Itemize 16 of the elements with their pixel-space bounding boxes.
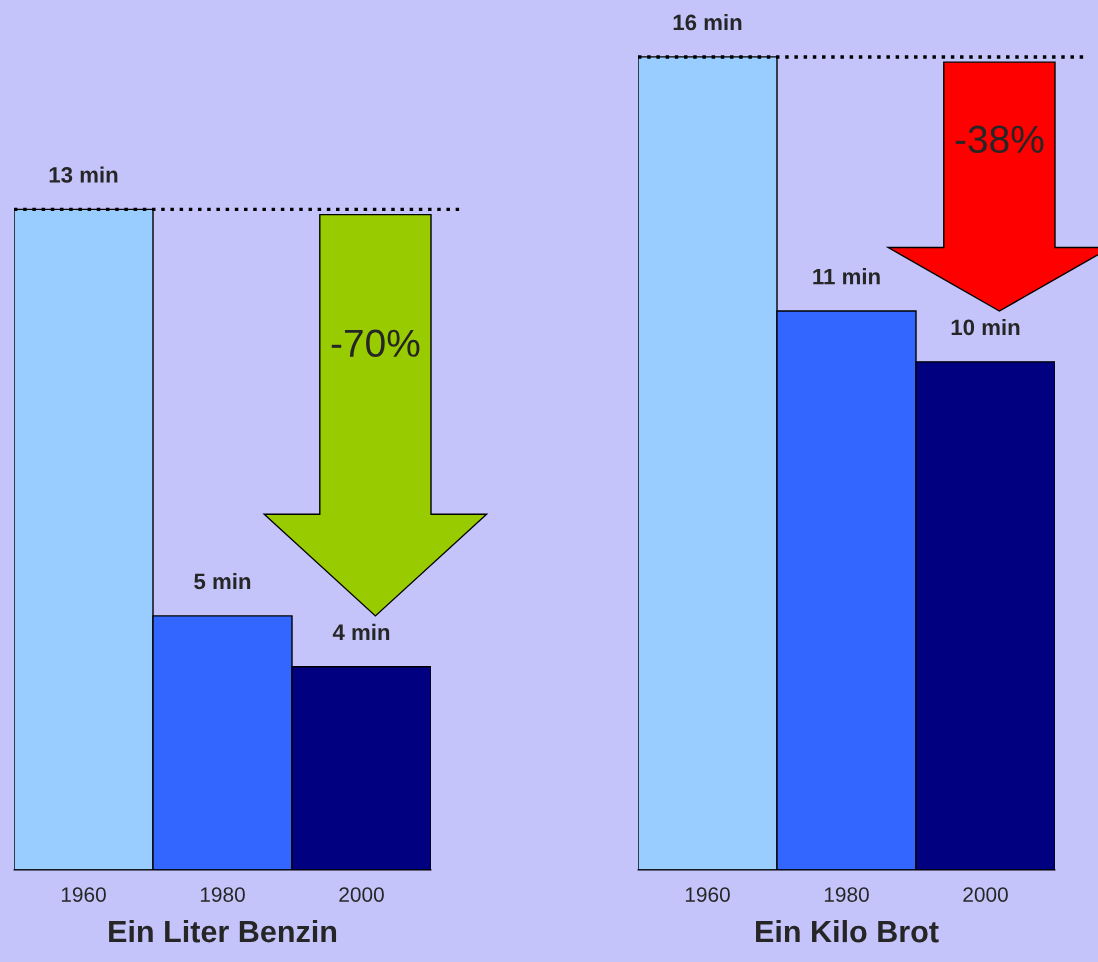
annotation: -38% <box>955 125 1044 154</box>
data-label: 13 min <box>49 166 118 183</box>
x-axis-title: Ein Kilo Brot <box>756 919 939 943</box>
x-tick-label: 1960 <box>685 887 730 902</box>
x-axis-title: Ein Liter Benzin <box>109 919 337 943</box>
data-label: 10 min <box>951 318 1020 336</box>
x-tick-label: 2000 <box>963 887 1008 902</box>
x-tick-label: 1980 <box>824 887 869 902</box>
data-label: 16 min <box>673 13 742 31</box>
x-tick-label: 1960 <box>61 887 106 902</box>
data-label: 11 min <box>813 268 880 285</box>
annotation: -70% <box>331 329 420 358</box>
data-label: 4 min <box>332 623 390 640</box>
data-label: 5 min <box>194 572 251 590</box>
x-tick-label: 1980 <box>200 887 245 902</box>
x-tick-label: 2000 <box>339 887 384 902</box>
